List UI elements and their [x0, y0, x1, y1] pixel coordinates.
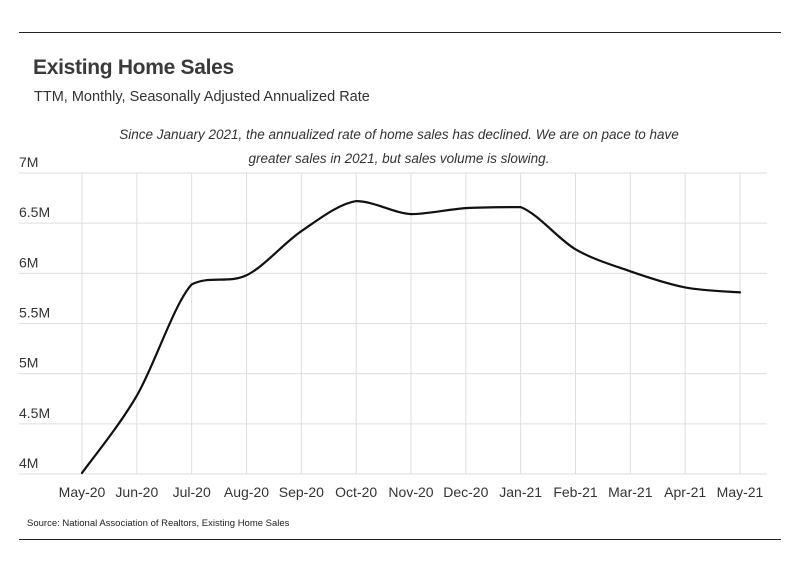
chart-annotation: Since January 2021, the annualized rate …: [119, 127, 679, 166]
data-point: [464, 206, 468, 210]
y-axis-ticks: 4M 4.5M 5M 5.5M 6M 6.5M 7M: [19, 154, 50, 471]
x-tick-label: Mar-21: [608, 484, 653, 500]
data-point: [299, 229, 303, 233]
chart-title: Existing Home Sales: [33, 56, 234, 79]
x-tick-label: Dec-20: [443, 484, 488, 500]
data-point: [245, 273, 249, 277]
data-point: [190, 282, 194, 286]
y-tick-label: 4M: [19, 455, 38, 471]
data-point: [135, 394, 139, 398]
y-tick-label: 6.5M: [19, 204, 50, 220]
data-point: [80, 471, 84, 475]
data-point: [738, 290, 742, 294]
data-point: [574, 247, 578, 251]
data-point: [519, 205, 523, 209]
x-tick-label: Jan-21: [499, 484, 542, 500]
chart-subtitle: TTM, Monthly, Seasonally Adjusted Annual…: [34, 89, 370, 105]
x-tick-label: Jun-20: [115, 484, 158, 500]
series-line: [80, 200, 742, 475]
x-tick-label: Nov-20: [388, 484, 433, 500]
x-tick-label: Feb-21: [553, 484, 598, 500]
chart-source: Source: National Association of Realtors…: [27, 518, 290, 529]
x-tick-label: May-21: [717, 484, 764, 500]
x-axis-ticks: May-20 Jun-20 Jul-20 Aug-20 Sep-20 Oct-20 Nov-…: [59, 484, 764, 500]
x-tick-label: Jul-20: [173, 484, 211, 500]
y-tick-label: 4.5M: [19, 405, 50, 421]
x-tick-label: Sep-20: [279, 484, 324, 500]
bottom-rule: [19, 539, 781, 540]
top-rule: [19, 32, 781, 33]
x-tick-label: Apr-21: [664, 484, 706, 500]
y-tick-label: 5.5M: [19, 305, 50, 321]
data-point: [409, 212, 413, 216]
y-tick-label: 5M: [19, 355, 38, 371]
x-tick-label: May-20: [59, 484, 106, 500]
data-point: [354, 199, 358, 203]
x-tick-label: Oct-20: [335, 484, 377, 500]
y-tick-label: 7M: [19, 154, 38, 170]
data-point: [628, 269, 632, 273]
series-group: [80, 199, 742, 475]
x-tick-label: Aug-20: [224, 484, 269, 500]
data-point: [683, 285, 687, 289]
y-tick-label: 6M: [19, 254, 38, 270]
chart-grid: [19, 172, 767, 475]
